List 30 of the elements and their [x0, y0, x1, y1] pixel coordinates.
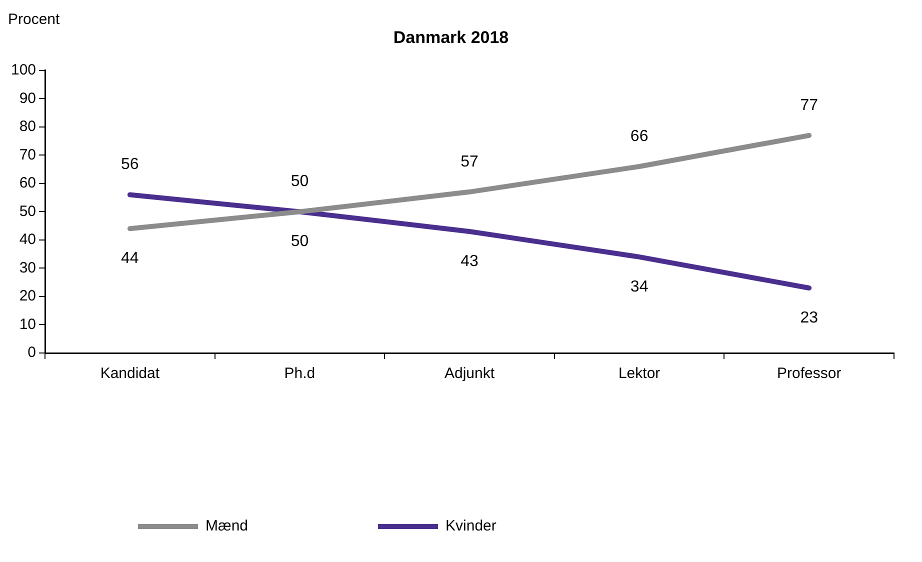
legend-label: Kvinder [446, 518, 496, 535]
y-tick-label: 50 [19, 202, 36, 220]
y-tick-label: 80 [19, 118, 36, 136]
y-tick-label: 30 [19, 259, 36, 276]
data-label: 50 [290, 233, 309, 250]
y-axis-title: Procent [8, 11, 61, 28]
x-tick-label: Adjunkt [444, 365, 496, 382]
data-label: 50 [290, 173, 309, 190]
data-label: 44 [121, 250, 139, 268]
y-tick-label: 20 [19, 288, 36, 305]
data-label: 77 [800, 96, 818, 114]
data-label: 56 [121, 156, 139, 174]
data-label: 57 [460, 153, 479, 170]
y-tick-label: 100 [10, 62, 36, 79]
x-tick-label: Professor [777, 365, 842, 382]
y-tick-label: 60 [19, 174, 36, 192]
data-label: 34 [630, 278, 648, 296]
data-label: 43 [460, 252, 479, 270]
x-tick-label: Ph.d [284, 365, 316, 382]
y-tick-label: 0 [28, 344, 36, 362]
y-tick-label: 10 [19, 316, 36, 333]
x-tick-label: Lektor [618, 365, 660, 382]
chart-title: Danmark 2018 [393, 28, 509, 47]
y-tick-label: 90 [19, 90, 36, 107]
data-label: 23 [800, 309, 818, 326]
x-tick-label: Kandidat [100, 365, 160, 382]
y-tick-label: 40 [19, 231, 36, 248]
legend-label: Mænd [206, 518, 248, 535]
data-label: 66 [630, 128, 648, 145]
y-tick-label: 70 [19, 146, 36, 164]
